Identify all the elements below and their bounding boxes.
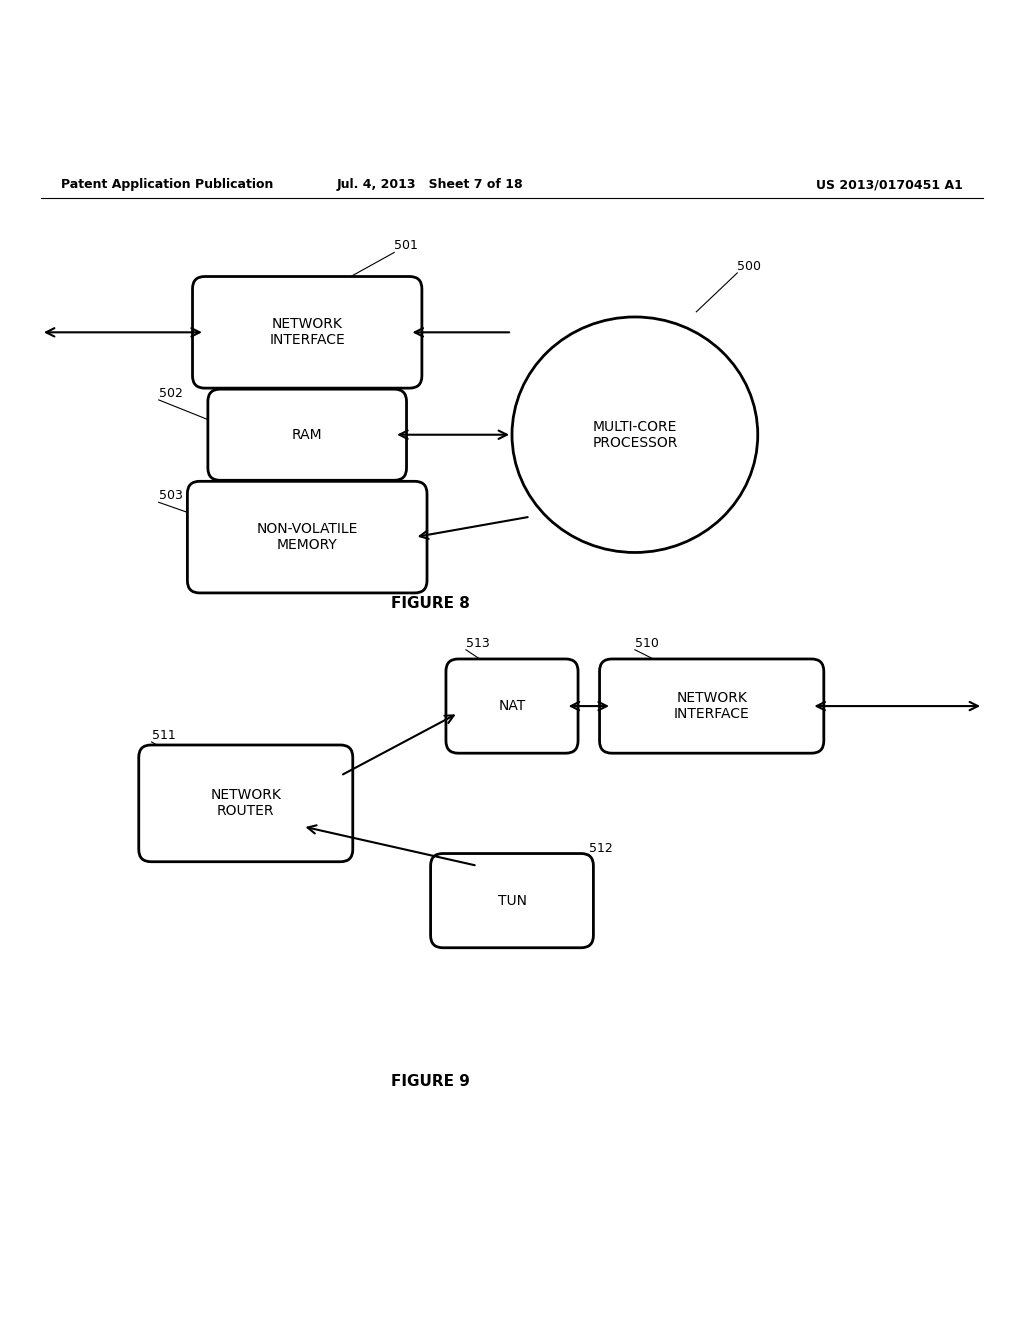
Text: 500: 500 bbox=[737, 260, 761, 273]
Text: US 2013/0170451 A1: US 2013/0170451 A1 bbox=[816, 178, 963, 191]
Text: FIGURE 8: FIGURE 8 bbox=[390, 597, 470, 611]
Text: RAM: RAM bbox=[292, 428, 323, 442]
Text: NAT: NAT bbox=[499, 700, 525, 713]
Text: NON-VOLATILE
MEMORY: NON-VOLATILE MEMORY bbox=[257, 521, 357, 552]
FancyBboxPatch shape bbox=[208, 389, 407, 480]
Text: 502: 502 bbox=[159, 387, 182, 400]
Text: Jul. 4, 2013   Sheet 7 of 18: Jul. 4, 2013 Sheet 7 of 18 bbox=[337, 178, 523, 191]
Text: 511: 511 bbox=[152, 729, 175, 742]
FancyBboxPatch shape bbox=[430, 854, 594, 948]
Text: TUN: TUN bbox=[498, 894, 526, 908]
Text: NETWORK
ROUTER: NETWORK ROUTER bbox=[210, 788, 282, 818]
FancyBboxPatch shape bbox=[193, 276, 422, 388]
FancyBboxPatch shape bbox=[446, 659, 578, 754]
Text: 510: 510 bbox=[635, 636, 658, 649]
Text: NETWORK
INTERFACE: NETWORK INTERFACE bbox=[674, 690, 750, 721]
Text: Patent Application Publication: Patent Application Publication bbox=[61, 178, 273, 191]
FancyBboxPatch shape bbox=[599, 659, 823, 754]
Text: 512: 512 bbox=[589, 842, 612, 854]
Text: 501: 501 bbox=[394, 239, 418, 252]
Text: NETWORK
INTERFACE: NETWORK INTERFACE bbox=[269, 317, 345, 347]
Ellipse shape bbox=[512, 317, 758, 553]
Text: MULTI-CORE
PROCESSOR: MULTI-CORE PROCESSOR bbox=[592, 420, 678, 450]
FancyBboxPatch shape bbox=[187, 482, 427, 593]
FancyBboxPatch shape bbox=[138, 744, 352, 862]
Text: 513: 513 bbox=[466, 636, 489, 649]
Text: 503: 503 bbox=[159, 490, 182, 503]
Text: FIGURE 9: FIGURE 9 bbox=[390, 1074, 470, 1089]
